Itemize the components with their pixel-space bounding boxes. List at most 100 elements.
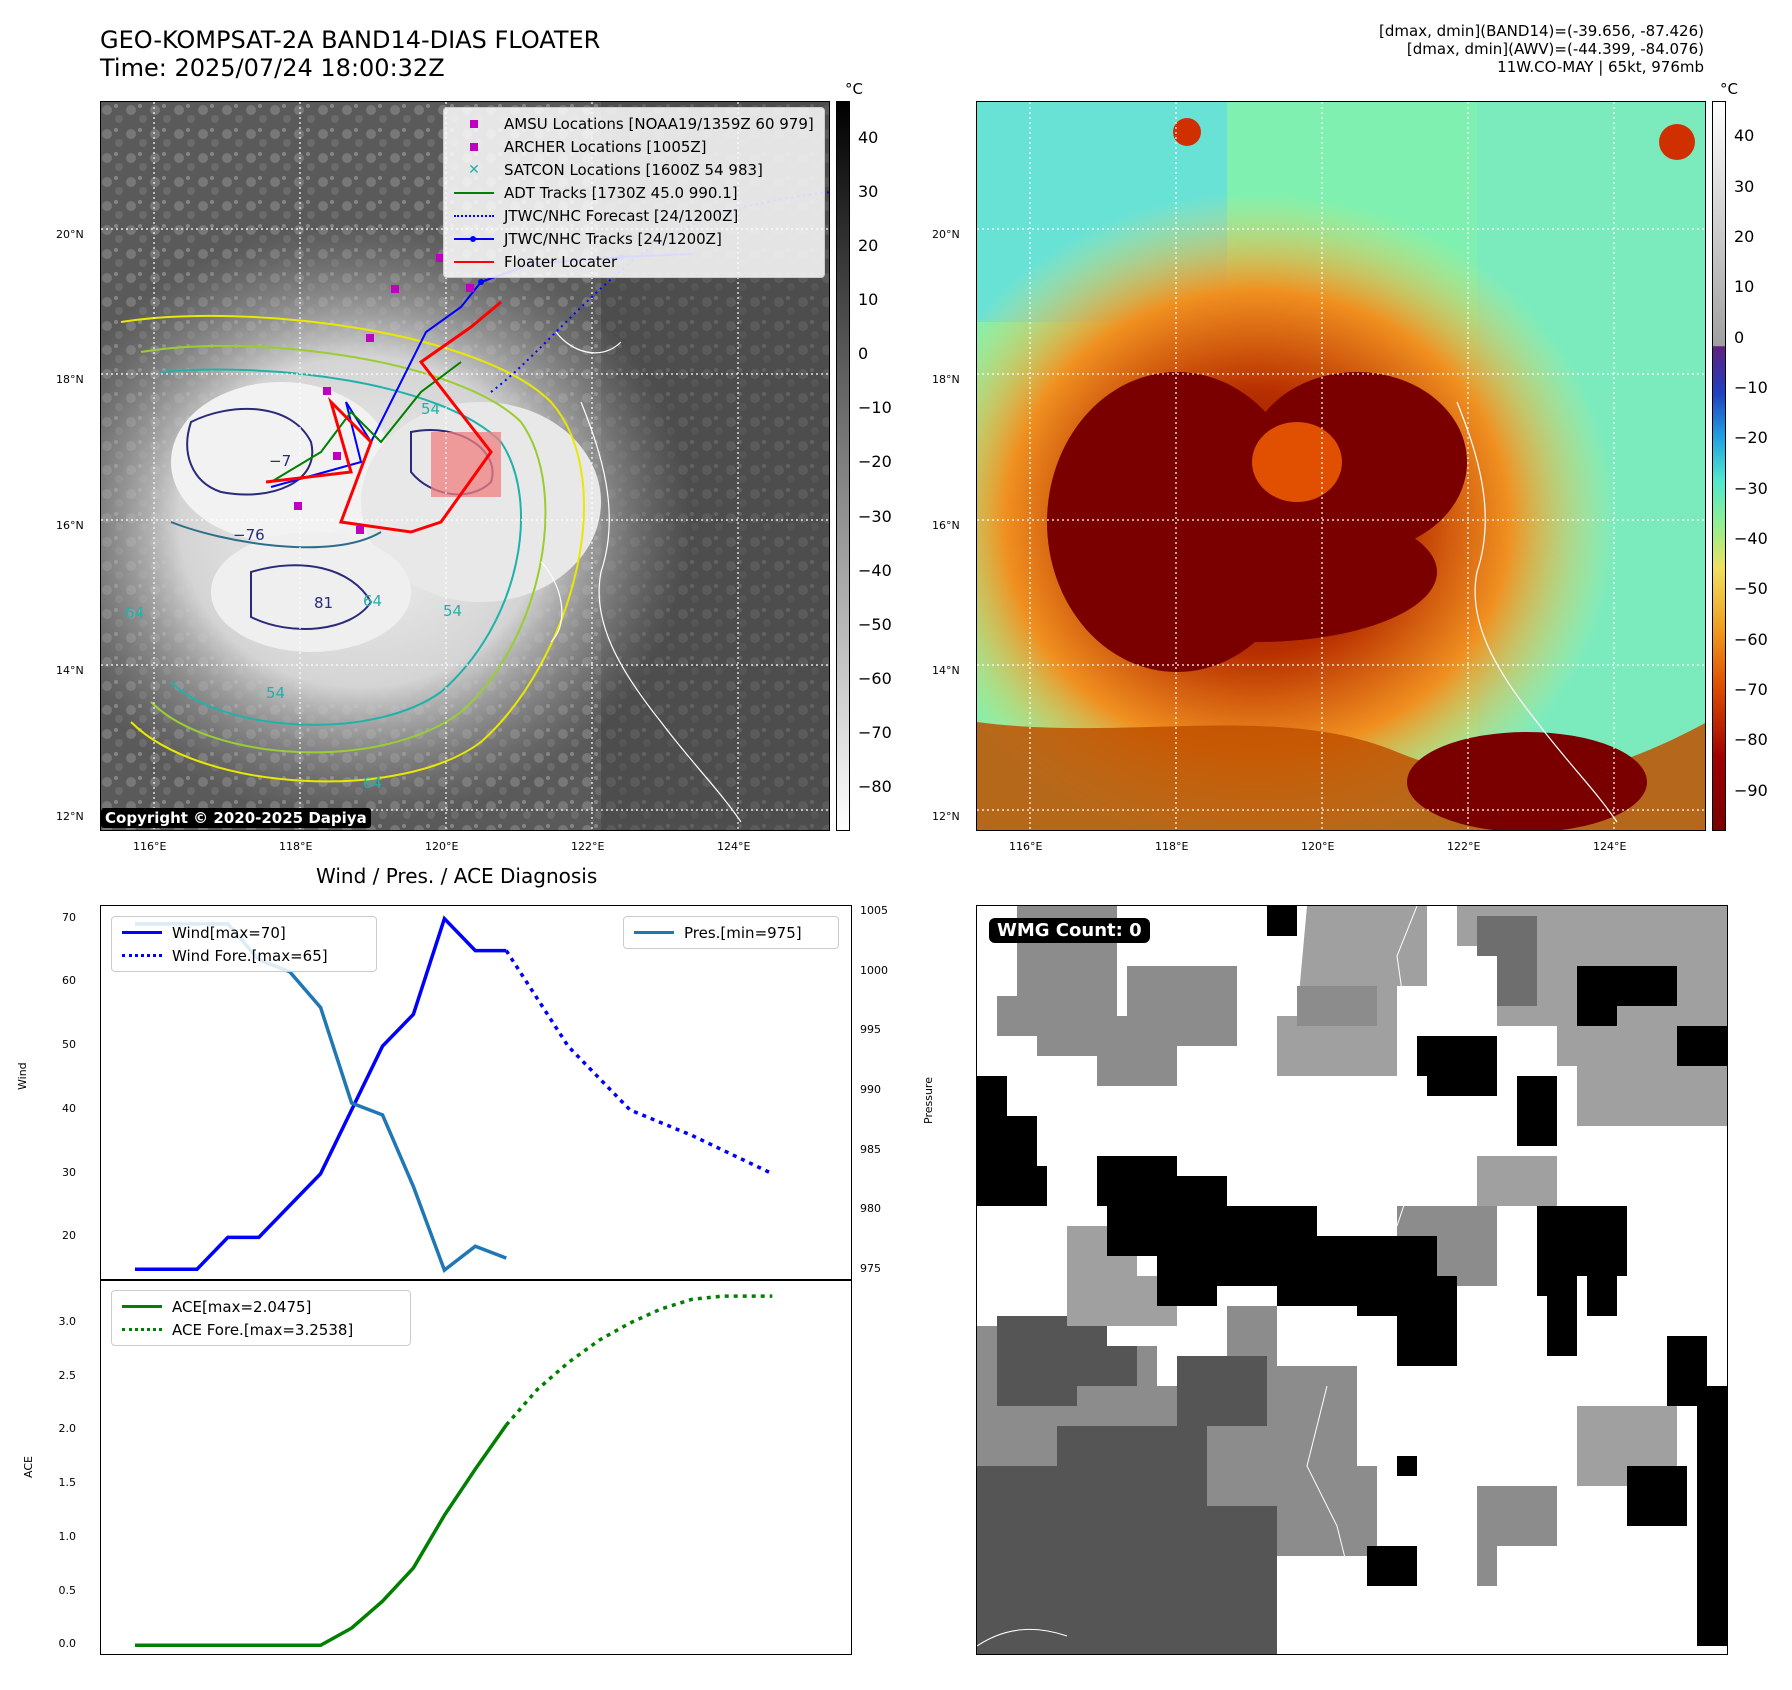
legend-label: Pres.[min=975] bbox=[684, 923, 802, 942]
legend-line-solid bbox=[452, 255, 496, 269]
contour-label: −76 bbox=[233, 526, 265, 544]
legend-item-wind: Wind[max=70] bbox=[120, 921, 368, 944]
pressure-y-tick-label: 995 bbox=[860, 1023, 881, 1037]
wind-y-tick-label: 40 bbox=[62, 1101, 76, 1115]
diagnosis-title: Wind / Pres. / ACE Diagnosis bbox=[316, 864, 598, 888]
ir-colorbar-tick-label: −20 bbox=[858, 452, 892, 472]
legend-label: Wind[max=70] bbox=[172, 923, 286, 942]
ir-colorbar bbox=[836, 101, 850, 831]
info-line-1: [dmax, dmin](BAND14)=(-39.656, -87.426) bbox=[1379, 22, 1704, 40]
legend-marker-square bbox=[452, 117, 496, 131]
ace-y-axis-label: ACE bbox=[22, 1456, 35, 1478]
ace-y-tick-label: 3.0 bbox=[58, 1314, 77, 1328]
legend-line-solid bbox=[120, 1300, 164, 1314]
contour-label: 54 bbox=[266, 684, 286, 702]
pressure-legend: Pres.[min=975] bbox=[623, 916, 839, 949]
wv-colorbar-tick-label: −70 bbox=[1734, 679, 1768, 699]
ir-lon-label: 118°E bbox=[279, 840, 313, 853]
wv-colorbar-unit: °C bbox=[1720, 80, 1738, 98]
ace-plot bbox=[135, 1294, 773, 1648]
ace-y-tick-label: 2.5 bbox=[58, 1368, 77, 1382]
contour-label: −7 bbox=[269, 452, 292, 470]
legend-label: ADT Tracks [1730Z 45.0 990.1] bbox=[504, 183, 738, 202]
ir-map-panel: Copyright © 2020-2025 Dapiya −76 64 54 8… bbox=[100, 101, 830, 831]
title-line-1: GEO-KOMPSAT-2A BAND14-DIAS FLOATER bbox=[100, 26, 601, 54]
ace-chart: ACE[max=2.0475] ACE Fore.[max=3.2538] bbox=[100, 1279, 852, 1655]
stats-info: [dmax, dmin](BAND14)=(-39.656, -87.426) … bbox=[1379, 22, 1704, 76]
ir-colorbar-tick-label: −70 bbox=[858, 722, 892, 742]
ace-legend: ACE[max=2.0475] ACE Fore.[max=3.2538] bbox=[111, 1290, 411, 1346]
ir-colorbar-tick-label: 0 bbox=[858, 344, 869, 364]
wv-lat-label: 12°N bbox=[932, 810, 960, 823]
legend-label: SATCON Locations [1600Z 54 983] bbox=[504, 160, 763, 179]
ir-colorbar-tick-label: −40 bbox=[858, 560, 892, 580]
wv-map-panel bbox=[976, 101, 1706, 831]
pressure-y-tick-label: 980 bbox=[860, 1202, 881, 1216]
series-line-0 bbox=[135, 1423, 508, 1648]
legend-label: AMSU Locations [NOAA19/1359Z 60 979] bbox=[504, 114, 814, 133]
legend-item-pressure: Pres.[min=975] bbox=[632, 921, 830, 944]
wv-colorbar-tick-label: 10 bbox=[1734, 277, 1755, 297]
pressure-y-tick-label: 990 bbox=[860, 1083, 881, 1097]
legend-line-dotted bbox=[120, 949, 164, 963]
legend-label: JTWC/NHC Tracks [24/1200Z] bbox=[504, 229, 722, 248]
wv-colorbar-tick-label: −80 bbox=[1734, 730, 1768, 750]
copyright-label: Copyright © 2020-2025 Dapiya bbox=[101, 808, 371, 828]
legend-item-jtwc-forecast: JTWC/NHC Forecast [24/1200Z] bbox=[452, 204, 816, 227]
pressure-y-axis-label: Pressure bbox=[922, 1077, 935, 1124]
legend-item-satcon: ✕ SATCON Locations [1600Z 54 983] bbox=[452, 158, 816, 181]
ir-colorbar-tick-label: 30 bbox=[858, 182, 879, 202]
ir-lat-label: 20°N bbox=[56, 228, 84, 241]
ir-lon-label: 122°E bbox=[571, 840, 605, 853]
wind-pressure-chart: Wind[max=70] Wind Fore.[max=65] Pres.[mi… bbox=[100, 905, 852, 1281]
wv-lon-label: 120°E bbox=[1301, 840, 1335, 853]
wv-lon-label: 124°E bbox=[1593, 840, 1627, 853]
ir-colorbar-tick-label: 40 bbox=[858, 128, 879, 148]
legend-label: Wind Fore.[max=65] bbox=[172, 946, 328, 965]
wv-colorbar-tick-label: −20 bbox=[1734, 428, 1768, 448]
wv-lon-label: 118°E bbox=[1155, 840, 1189, 853]
wv-lat-label: 14°N bbox=[932, 664, 960, 677]
legend-item-floater: Floater Locater bbox=[452, 250, 816, 273]
wv-colorbar-tick-label: −90 bbox=[1734, 780, 1768, 800]
ir-colorbar-tick-label: 10 bbox=[858, 290, 879, 310]
ir-lat-label: 16°N bbox=[56, 519, 84, 532]
contour-label: 54 bbox=[421, 400, 441, 418]
wv-lat-label: 20°N bbox=[932, 228, 960, 241]
ace-y-tick-label: 0.5 bbox=[58, 1583, 77, 1597]
ir-colorbar-tick-label: −30 bbox=[858, 506, 892, 526]
wv-colorbar-tick-label: 20 bbox=[1734, 226, 1755, 246]
legend-item-jtwc-tracks: JTWC/NHC Tracks [24/1200Z] bbox=[452, 227, 816, 250]
legend-line-solid bbox=[120, 926, 164, 940]
pressure-y-tick-label: 1005 bbox=[860, 903, 888, 917]
legend-label: ACE Fore.[max=3.2538] bbox=[172, 1320, 354, 1339]
legend-marker-square bbox=[452, 140, 496, 154]
ir-lon-label: 120°E bbox=[425, 840, 459, 853]
wv-lon-label: 116°E bbox=[1009, 840, 1043, 853]
ir-colorbar-tick-label: −80 bbox=[858, 776, 892, 796]
contour-label: 64 bbox=[363, 774, 383, 792]
legend-item-wind-forecast: Wind Fore.[max=65] bbox=[120, 944, 368, 967]
wmg-image bbox=[977, 906, 1727, 1654]
ir-colorbar-tick-label: 20 bbox=[858, 236, 879, 256]
wv-colorbar-tick-label: 0 bbox=[1734, 327, 1745, 347]
wv-colorbar-tick-label: 40 bbox=[1734, 126, 1755, 146]
title-line-2: Time: 2025/07/24 18:00:32Z bbox=[100, 54, 445, 82]
wind-y-tick-label: 70 bbox=[62, 910, 76, 924]
figure-title: GEO-KOMPSAT-2A BAND14-DIAS FLOATER Time:… bbox=[100, 26, 600, 82]
ace-y-tick-label: 1.5 bbox=[58, 1476, 77, 1490]
legend-line-dot bbox=[452, 232, 496, 246]
ir-lat-label: 12°N bbox=[56, 810, 84, 823]
series-line-1 bbox=[504, 1294, 773, 1427]
ir-lon-label: 116°E bbox=[133, 840, 167, 853]
legend-item-ace: ACE[max=2.0475] bbox=[120, 1295, 402, 1318]
contour-label: 64 bbox=[125, 604, 145, 622]
ace-y-tick-label: 1.0 bbox=[58, 1529, 77, 1543]
wind-y-tick-label: 20 bbox=[62, 1229, 76, 1243]
ir-colorbar-tick-label: −10 bbox=[858, 398, 892, 418]
series-line-1 bbox=[504, 949, 774, 1176]
wmg-count-badge: WMG Count: 0 bbox=[989, 918, 1150, 943]
series-line-2 bbox=[135, 922, 507, 1273]
legend-item-archer: ARCHER Locations [1005Z] bbox=[452, 135, 816, 158]
wv-map-image bbox=[977, 102, 1705, 830]
